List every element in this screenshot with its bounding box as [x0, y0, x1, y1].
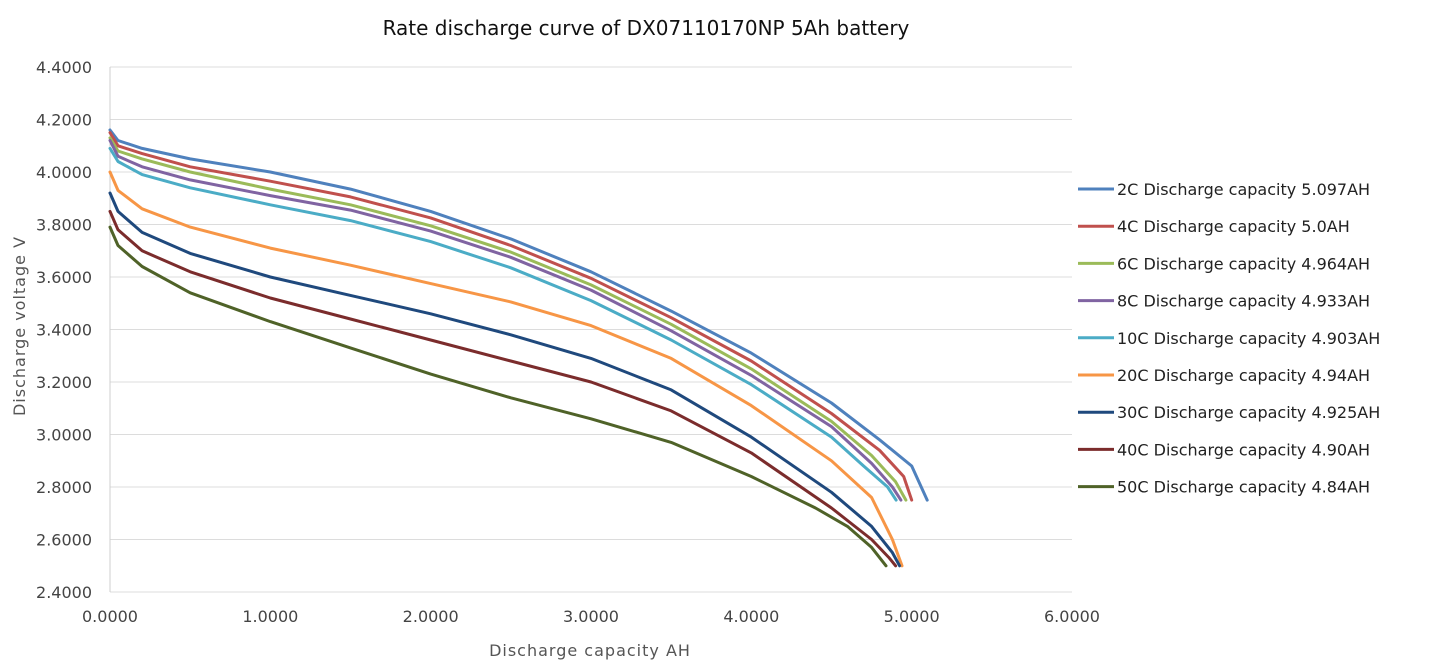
x-tick-label: 3.0000 — [563, 607, 619, 626]
y-tick-label: 3.4000 — [36, 321, 92, 340]
y-tick-label: 3.6000 — [36, 268, 92, 287]
legend-label: 10C Discharge capacity 4.903AH — [1117, 329, 1380, 348]
x-axis-title: Discharge capacity AH — [489, 641, 691, 660]
legend-item: 30C Discharge capacity 4.925AH — [1078, 403, 1380, 422]
legend-item: 6C Discharge capacity 4.964AH — [1078, 254, 1370, 273]
series-line-4 — [108, 146, 898, 502]
y-tick-label: 4.0000 — [36, 163, 92, 182]
series-line-2 — [108, 136, 908, 502]
x-tick-label: 4.0000 — [723, 607, 779, 626]
y-tick-label: 3.8000 — [36, 216, 92, 235]
x-axis-ticks: 0.0000 1.0000 2.0000 3.0000 4.0000 5.0000 6.00… — [82, 607, 1100, 626]
series-lines — [108, 128, 929, 568]
chart-title: Rate discharge curve of DX07110170NP 5Ah… — [383, 16, 910, 40]
legend-label: 50C Discharge capacity 4.84AH — [1117, 478, 1370, 497]
legend-label: 40C Discharge capacity 4.90AH — [1117, 440, 1370, 459]
legend-item: 50C Discharge capacity 4.84AH — [1078, 478, 1370, 497]
legend-item: 20C Discharge capacity 4.94AH — [1078, 366, 1370, 385]
y-axis-title: Discharge voltage V — [10, 236, 29, 416]
x-tick-label: 6.0000 — [1044, 607, 1100, 626]
series-line-8 — [108, 225, 888, 568]
legend-label: 4C Discharge capacity 5.0AH — [1117, 217, 1350, 236]
y-axis-ticks: 2.4000 2.6000 2.8000 3.0000 3.2000 3.4000 3.60… — [36, 58, 92, 602]
x-tick-label: 2.0000 — [403, 607, 459, 626]
legend-item: 8C Discharge capacity 4.933AH — [1078, 292, 1370, 311]
legend-item: 10C Discharge capacity 4.903AH — [1078, 329, 1380, 348]
y-tick-label: 2.4000 — [36, 583, 92, 602]
legend-label: 30C Discharge capacity 4.925AH — [1117, 403, 1380, 422]
x-tick-label: 0.0000 — [82, 607, 138, 626]
series-line-1 — [108, 131, 914, 502]
series-line-6 — [108, 191, 902, 568]
legend-label: 8C Discharge capacity 4.933AH — [1117, 292, 1370, 311]
series-line-3 — [108, 139, 903, 502]
y-tick-label: 3.2000 — [36, 373, 92, 392]
legend-item: 2C Discharge capacity 5.097AH — [1078, 180, 1370, 199]
gridlines — [109, 66, 1072, 593]
y-tick-label: 2.8000 — [36, 478, 92, 497]
legend-item: 4C Discharge capacity 5.0AH — [1078, 217, 1350, 236]
series-line-7 — [108, 209, 898, 568]
series-line-5 — [108, 170, 904, 568]
x-tick-label: 1.0000 — [242, 607, 298, 626]
legend-label: 20C Discharge capacity 4.94AH — [1117, 366, 1370, 385]
y-tick-label: 2.6000 — [36, 531, 92, 550]
legend-label: 6C Discharge capacity 4.964AH — [1117, 254, 1370, 273]
y-tick-label: 3.0000 — [36, 426, 92, 445]
legend-label: 2C Discharge capacity 5.097AH — [1117, 180, 1370, 199]
legend-item: 40C Discharge capacity 4.90AH — [1078, 440, 1370, 459]
y-tick-label: 4.2000 — [36, 111, 92, 130]
x-tick-label: 5.0000 — [884, 607, 940, 626]
y-tick-label: 4.4000 — [36, 58, 92, 77]
series-line-0 — [108, 128, 929, 502]
legend: 2C Discharge capacity 5.097AH 4C Discharg… — [1078, 180, 1380, 497]
